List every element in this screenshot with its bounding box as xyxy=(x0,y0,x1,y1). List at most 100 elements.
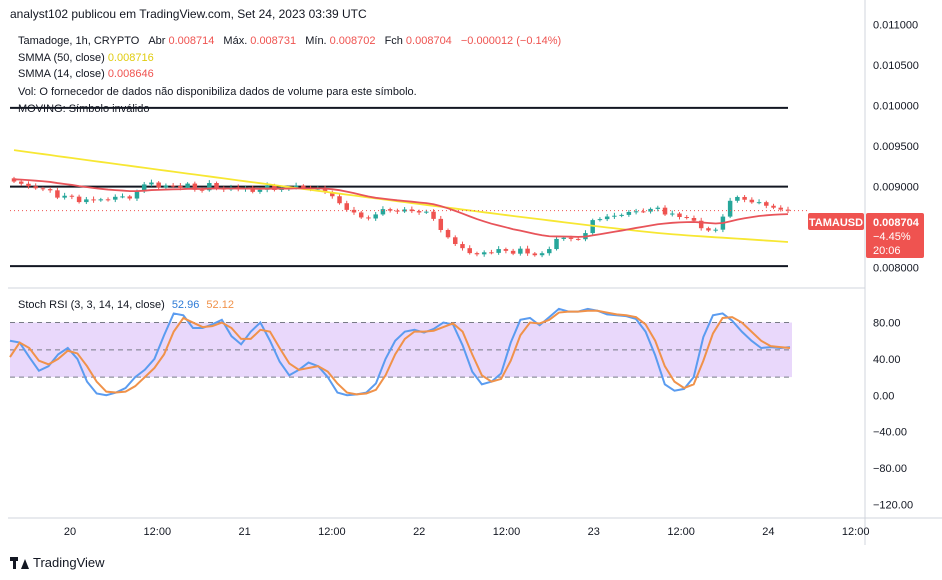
symbol-line: Tamadoge, 1h, CRYPTO xyxy=(18,35,140,47)
candle-body xyxy=(467,248,472,254)
close-label: Fch xyxy=(384,35,403,47)
candle-body xyxy=(460,244,465,249)
candle-body xyxy=(612,215,617,217)
candle-body xyxy=(481,252,487,255)
ticker-badge-bg xyxy=(808,213,864,230)
candle-body xyxy=(604,216,610,220)
horizontal-lines xyxy=(10,106,788,268)
candle-body xyxy=(547,249,552,254)
candle-body xyxy=(113,196,118,200)
tradingview-logo[interactable]: TradingView xyxy=(10,555,105,570)
candle-body xyxy=(641,211,646,213)
smma14-value: 0.008646 xyxy=(107,68,154,80)
candle-body xyxy=(575,238,581,240)
candle-body xyxy=(539,253,545,256)
price-tick-label: 0.010500 xyxy=(873,60,919,72)
close-value: 0.008704 xyxy=(405,35,452,47)
high-value: 0.008731 xyxy=(250,35,297,47)
candle-body xyxy=(293,185,299,189)
candle-body xyxy=(532,253,538,256)
candle-body xyxy=(120,196,125,198)
candle-body xyxy=(735,196,740,201)
candle-body xyxy=(127,196,132,199)
candle-body xyxy=(698,220,704,229)
time-tick-label: 21 xyxy=(238,526,250,538)
stoch-d-value: 52.12 xyxy=(206,299,234,311)
low-label: Mín. xyxy=(305,35,327,47)
candle-body xyxy=(26,183,31,187)
candle-body xyxy=(18,181,24,184)
candle-body xyxy=(141,184,147,192)
candle-body xyxy=(149,182,154,185)
time-tick-label: 12:00 xyxy=(667,526,695,538)
time-tick-label: 12:00 xyxy=(318,526,346,538)
candle-body xyxy=(431,211,436,219)
candle-body xyxy=(322,188,328,193)
candle-body xyxy=(366,217,371,219)
smma50-legend[interactable]: SMMA (50, close) 0.008716 xyxy=(18,52,154,64)
time-tick-label: 24 xyxy=(762,526,774,538)
candle-body xyxy=(742,196,747,200)
time-tick-label: 12:00 xyxy=(144,526,172,538)
candle-body xyxy=(395,210,400,212)
tradingview-logo-icon xyxy=(10,556,29,569)
moving-legend: MOVING: Símbolo inválido xyxy=(18,103,150,115)
candle-body xyxy=(387,209,393,211)
price-badge-countdown: 20:06 xyxy=(873,245,901,257)
stoch-tick-label: 40.00 xyxy=(873,354,901,366)
candle-body xyxy=(272,185,277,190)
stoch-tick-label: −120.00 xyxy=(873,499,913,511)
stoch-axis-ticks: 80.00 40.00 0.00 −40.00 −80.00 −120.00 xyxy=(873,318,913,512)
candle-body xyxy=(344,203,349,210)
stoch-label: Stoch RSI (3, 3, 14, 14, close) xyxy=(18,299,165,311)
price-tick-label: 0.011000 xyxy=(873,19,918,31)
candle-body xyxy=(749,199,755,203)
candle-body xyxy=(670,213,675,215)
symbol-legend[interactable]: Tamadoge, 1h, CRYPTO Abr 0.008714 Máx. 0.0… xyxy=(18,35,561,47)
smma14-legend[interactable]: SMMA (14, close) 0.008646 xyxy=(18,68,154,80)
candle-body xyxy=(619,214,624,216)
candle-body xyxy=(778,207,784,210)
candle-body xyxy=(503,249,509,251)
open-label: Abr xyxy=(148,35,166,47)
candle-body xyxy=(178,185,183,188)
time-axis-ticks: 20 12:00 21 12:00 22 12:00 23 12:00 24 12:00 xyxy=(64,526,870,538)
price-tick-label: 0.009000 xyxy=(873,182,919,194)
candle-body xyxy=(40,188,46,190)
candle-body xyxy=(156,182,161,188)
candle-body xyxy=(764,202,769,206)
stoch-legend[interactable]: Stoch RSI (3, 3, 14, 14, close) 52.96 52… xyxy=(18,299,234,311)
candle-body xyxy=(91,199,96,201)
smma50-label: SMMA (50, close) xyxy=(18,52,105,64)
candle-body xyxy=(662,207,668,215)
stoch-k-line xyxy=(9,307,791,397)
stoch-tick-label: −40.00 xyxy=(873,427,907,439)
candle-body xyxy=(301,185,306,188)
stoch-tick-label: −80.00 xyxy=(873,463,907,475)
smma50-line xyxy=(13,149,789,243)
candle-body xyxy=(351,209,357,213)
candle-body xyxy=(170,185,176,187)
time-tick-label: 23 xyxy=(588,526,600,538)
price-badge-value: 0.008704 xyxy=(873,217,920,229)
stoch-k-value: 52.96 xyxy=(171,299,200,311)
price-badge-bg xyxy=(866,213,924,258)
candle-body xyxy=(785,209,791,211)
candles xyxy=(11,176,791,258)
candle-body xyxy=(62,195,67,198)
candle-body xyxy=(250,187,255,192)
candle-body xyxy=(409,209,415,212)
candle-body xyxy=(264,185,270,190)
time-tick-label: 12:00 xyxy=(493,526,521,538)
candle-body xyxy=(568,237,574,239)
candle-body xyxy=(98,199,104,201)
candle-body xyxy=(561,237,566,239)
time-tick-label: 22 xyxy=(413,526,425,538)
candle-body xyxy=(597,219,603,221)
candle-body xyxy=(510,250,516,254)
candle-body xyxy=(655,207,661,209)
stoch-tick-label: 0.00 xyxy=(873,390,894,402)
candle-body xyxy=(330,192,335,197)
stoch-tick-label: 80.00 xyxy=(873,318,901,330)
